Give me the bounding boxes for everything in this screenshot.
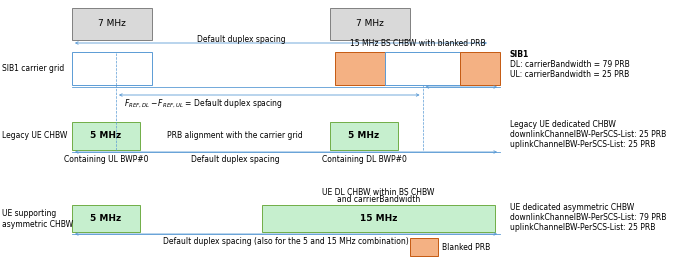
- Bar: [72, 52, 152, 85]
- Text: downlinkChannelBW-PerSCS-List: 79 PRB: downlinkChannelBW-PerSCS-List: 79 PRB: [510, 213, 666, 222]
- Text: Default duplex spacing: Default duplex spacing: [198, 35, 286, 44]
- Text: Legacy UE dedicated CHBW: Legacy UE dedicated CHBW: [510, 120, 616, 129]
- Text: 5 MHz: 5 MHz: [90, 214, 122, 223]
- Text: UE DL CHBW within BS CHBW: UE DL CHBW within BS CHBW: [323, 188, 435, 197]
- Bar: [330, 8, 410, 40]
- Text: Containing DL BWP#0: Containing DL BWP#0: [322, 155, 407, 164]
- Text: SIB1 carrier grid: SIB1 carrier grid: [2, 64, 65, 73]
- Text: 5 MHz: 5 MHz: [348, 131, 380, 140]
- Text: Legacy UE CHBW: Legacy UE CHBW: [2, 131, 67, 140]
- Bar: [460, 52, 500, 85]
- Text: asymmetric CHBW: asymmetric CHBW: [2, 220, 73, 229]
- Bar: [330, 122, 398, 150]
- Bar: [385, 52, 460, 85]
- Text: Default duplex spacing: Default duplex spacing: [191, 155, 279, 164]
- Text: 5 MHz: 5 MHz: [90, 131, 122, 140]
- Text: UL: carrierBandwidth = 25 PRB: UL: carrierBandwidth = 25 PRB: [510, 70, 629, 79]
- Bar: [72, 8, 152, 40]
- Text: UE dedicated asymmetric CHBW: UE dedicated asymmetric CHBW: [510, 203, 634, 212]
- Text: and carrierBandwidth: and carrierBandwidth: [337, 195, 420, 204]
- Bar: [410, 238, 438, 256]
- Text: DL: carrierBandwidth = 79 PRB: DL: carrierBandwidth = 79 PRB: [510, 60, 629, 69]
- Text: uplinkChannelBW-PerSCS-List: 25 PRB: uplinkChannelBW-PerSCS-List: 25 PRB: [510, 223, 655, 232]
- Bar: [335, 52, 385, 85]
- Bar: [72, 205, 140, 232]
- Text: downlinkChannelBW-PerSCS-List: 25 PRB: downlinkChannelBW-PerSCS-List: 25 PRB: [510, 130, 666, 139]
- Text: $F_{REF,DL} - F_{REF,UL}$ = Default duplex spacing: $F_{REF,DL} - F_{REF,UL}$ = Default dupl…: [124, 97, 283, 110]
- Text: Blanked PRB: Blanked PRB: [442, 243, 490, 251]
- Text: Containing UL BWP#0: Containing UL BWP#0: [64, 155, 148, 164]
- Text: 7 MHz: 7 MHz: [356, 19, 384, 28]
- Text: UE supporting: UE supporting: [2, 209, 56, 218]
- Text: Default duplex spacing (also for the 5 and 15 MHz combination): Default duplex spacing (also for the 5 a…: [163, 237, 409, 246]
- Text: uplinkChannelBW-PerSCS-List: 25 PRB: uplinkChannelBW-PerSCS-List: 25 PRB: [510, 140, 655, 149]
- Bar: [72, 122, 140, 150]
- Text: 15 MHz BS CHBW with blanked PRB: 15 MHz BS CHBW with blanked PRB: [350, 39, 485, 48]
- Text: 7 MHz: 7 MHz: [98, 19, 126, 28]
- Text: 15 MHz: 15 MHz: [360, 214, 397, 223]
- Bar: [262, 205, 495, 232]
- Text: PRB alignment with the carrier grid: PRB alignment with the carrier grid: [167, 131, 303, 140]
- Text: SIB1: SIB1: [510, 50, 529, 59]
